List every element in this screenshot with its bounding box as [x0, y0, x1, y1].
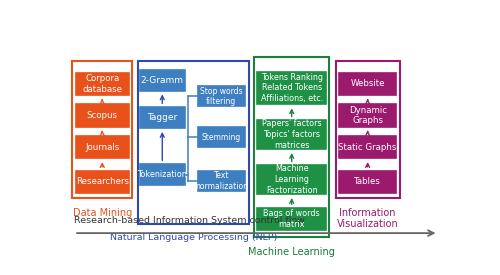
FancyBboxPatch shape: [76, 136, 129, 158]
Text: Stop words
filtering: Stop words filtering: [200, 87, 242, 106]
FancyBboxPatch shape: [198, 127, 244, 147]
Text: 2-Gramm: 2-Gramm: [141, 76, 184, 85]
Text: Research-based Information System control flow: Research-based Information System contro…: [74, 216, 305, 225]
Text: Papers' factors
Topics' factors
matrices: Papers' factors Topics' factors matrices: [262, 120, 322, 150]
Text: Website: Website: [350, 79, 385, 89]
FancyBboxPatch shape: [339, 170, 396, 193]
Text: Corpora
database: Corpora database: [82, 74, 122, 94]
FancyBboxPatch shape: [339, 104, 396, 127]
Text: Journals: Journals: [85, 143, 119, 152]
Text: Tables: Tables: [354, 177, 381, 186]
Text: Information
Visualization: Information Visualization: [337, 208, 398, 229]
FancyBboxPatch shape: [258, 72, 326, 104]
Text: Bags of words
matrix: Bags of words matrix: [264, 210, 320, 229]
Text: Dynamic
Graphs: Dynamic Graphs: [348, 106, 387, 125]
FancyBboxPatch shape: [258, 208, 326, 230]
FancyBboxPatch shape: [198, 171, 244, 191]
FancyBboxPatch shape: [76, 73, 129, 95]
Text: Tagger: Tagger: [147, 113, 178, 122]
FancyBboxPatch shape: [140, 70, 184, 91]
Text: Tokenization: Tokenization: [138, 170, 187, 179]
FancyBboxPatch shape: [339, 73, 396, 95]
FancyBboxPatch shape: [76, 104, 129, 127]
Text: Text
normalization: Text normalization: [195, 171, 248, 191]
FancyBboxPatch shape: [339, 136, 396, 158]
Text: Static Graphs: Static Graphs: [338, 143, 397, 152]
FancyBboxPatch shape: [198, 86, 244, 106]
Text: Machine
Learning
Factorization: Machine Learning Factorization: [266, 164, 318, 195]
Text: Researchers: Researchers: [76, 177, 128, 186]
FancyBboxPatch shape: [76, 170, 129, 193]
Text: Machine Learning: Machine Learning: [248, 247, 335, 257]
Text: Stemming: Stemming: [202, 133, 241, 142]
Text: Natural Language Processing (NLP): Natural Language Processing (NLP): [110, 233, 277, 242]
Text: Scopus: Scopus: [86, 111, 118, 120]
Text: Tokens Ranking
Related Tokens
Affiliations, etc.: Tokens Ranking Related Tokens Affiliatio…: [260, 73, 323, 103]
FancyBboxPatch shape: [258, 166, 326, 194]
FancyBboxPatch shape: [140, 164, 184, 185]
Text: Data Mining: Data Mining: [72, 208, 132, 218]
FancyBboxPatch shape: [258, 120, 326, 149]
FancyBboxPatch shape: [140, 107, 184, 128]
